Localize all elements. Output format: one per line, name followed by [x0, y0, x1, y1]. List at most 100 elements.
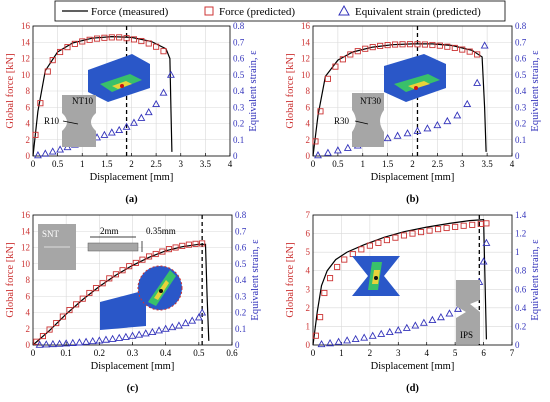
p2-y2tick-label-4: 0.4: [235, 275, 247, 285]
p3-ytick-label-0: 0: [306, 340, 311, 350]
p1-xtick-label-3: 1.5: [382, 159, 394, 169]
p2-y2tick-label-1: 0.1: [235, 324, 246, 334]
p0-xtick-label-1: 0.5: [52, 159, 64, 169]
p0-strain-point-13: [129, 118, 138, 126]
p2-strain-point-22: [181, 318, 190, 327]
p2-strain-point-8: [88, 336, 97, 345]
p2-strain-point-12: [115, 333, 124, 341]
p1-ytick-label-8: 16: [301, 21, 311, 31]
p2-y2tick-label-2: 0.2: [235, 308, 246, 318]
p2-strain-point-5: [68, 338, 77, 346]
p2-force-pred-point-1: [39, 333, 46, 340]
fe-model-c-dot: [159, 289, 163, 293]
p2-force-pred-point-5: [66, 307, 73, 314]
p2-strain-point-9: [95, 336, 104, 344]
p0-force-pred-point-14: [130, 36, 138, 43]
p2-force-pred-point-4: [59, 313, 66, 320]
p0-strain-point-16: [152, 99, 161, 108]
p1-force-pred-point-16: [429, 41, 436, 49]
p0-force-pred-point-16: [145, 40, 152, 47]
p2-y2tick-label-3: 0.3: [235, 291, 247, 301]
p3-ytick-label-2: 2: [306, 303, 311, 313]
p0-y2tick-label-6: 0.6: [233, 54, 245, 64]
p3-x-axis-label: Displacement [mm]: [371, 361, 455, 372]
p1-y2tick-label-2: 0.2: [515, 119, 526, 129]
p0-strain-point-0: [33, 151, 42, 159]
p0-y2tick-label-8: 0.8: [233, 21, 245, 31]
specimen-nt10: [62, 95, 96, 147]
p2-caption: (c): [127, 383, 139, 394]
p3-strain-point-13: [428, 315, 437, 323]
p2-xtick-label-5: 0.5: [193, 348, 205, 358]
p0-ytick-label-1: 2: [26, 135, 31, 145]
p2-strain-point-18: [155, 326, 163, 334]
p1-force-pred-point-2: [324, 75, 331, 82]
p2-force-pred-point-22: [179, 242, 186, 249]
snt-slot: [87, 242, 139, 252]
p0-force-pred-point-0: [32, 131, 39, 138]
p1-y2tick-label-0: 0: [515, 151, 520, 161]
p1-force-pred-point-11: [392, 41, 399, 48]
p1-strain-point-0: [314, 151, 322, 159]
p1-force-pred-point-4: [339, 56, 346, 63]
p2-xtick-label-1: 0.1: [61, 348, 72, 358]
p0-caption: (a): [125, 194, 138, 205]
p1-xtick-label-4: 2: [410, 159, 415, 169]
p2-strain-point-7: [82, 337, 91, 345]
p2-ytick-label-0: 0: [26, 340, 31, 350]
p1-strain-point-13: [443, 116, 452, 125]
p2-strain-point-4: [62, 339, 71, 347]
p1-strain-point-15: [463, 99, 472, 108]
p2-ytick-label-5: 10: [21, 259, 31, 269]
p2-force-pred-point-11: [106, 275, 113, 282]
p0-strain-point-14: [137, 113, 146, 121]
p1-ytick-label-5: 10: [301, 70, 311, 80]
inset-c-label-2mm: 2mm: [100, 226, 119, 236]
p1-ytick-label-3: 6: [306, 102, 311, 112]
p3-xtick-label-4: 4: [424, 348, 429, 358]
p1-force-pred-point-14: [414, 41, 421, 48]
p1-xtick-label-5: 2.5: [432, 159, 444, 169]
fe-model-b-hot: [394, 74, 440, 92]
p0-force-pred-point-8: [86, 36, 93, 43]
p1-y2-axis-label: Equivalent strain, ε: [530, 50, 541, 132]
p1-force-pred-point-8: [369, 44, 376, 51]
p2-ytick-label-6: 12: [21, 243, 30, 253]
p0-force-pred-point-12: [116, 34, 123, 41]
fe-model-b-dot: [414, 86, 418, 90]
p2-force-pred-point-9: [92, 285, 100, 292]
p3-caption: (d): [406, 383, 419, 394]
p3-force-pred-point-2: [321, 289, 328, 297]
p3-force-pred-point-16: [435, 226, 442, 233]
p3-ytick-label-7: 7: [306, 210, 311, 220]
p2-strain-point-3: [55, 339, 64, 347]
inset-b: NT30 R30: [334, 54, 446, 147]
p2-ytick-label-1: 2: [26, 324, 31, 334]
p3-y2-axis-label: Equivalent strain, ε: [530, 239, 541, 321]
p1-force-pred-point-17: [436, 42, 443, 49]
p2-force-pred-point-17: [146, 253, 153, 260]
p0-xtick-label-8: 4: [228, 159, 233, 169]
p2-xtick-label-2: 0.2: [94, 348, 105, 358]
p3-force-pred-point-11: [392, 234, 399, 241]
p1-y2tick-label-7: 0.7: [515, 37, 527, 47]
p1-xtick-label-2: 1: [361, 159, 366, 169]
p1-strain-point-3: [343, 143, 352, 151]
p3-strain-point-0: [317, 339, 326, 348]
p3-y2tick-label-1: 0.2: [515, 321, 526, 331]
p3-force-pred-point-0: [312, 332, 319, 339]
p2-strain-point-21: [174, 321, 183, 329]
p2-strain-point-15: [135, 330, 144, 338]
p1-y2tick-label-5: 0.5: [515, 70, 527, 80]
p3-xtick-label-5: 5: [453, 348, 458, 358]
p3-force-pred-point-19: [460, 222, 467, 229]
p0-strain-point-15: [144, 107, 153, 116]
p1-strain-point-2: [333, 146, 342, 154]
p1-xtick-label-7: 3.5: [482, 159, 494, 169]
inset-a-arrow: [62, 120, 79, 125]
p3-force-pred-point-15: [426, 227, 433, 234]
p3-strain-point-7: [377, 329, 386, 337]
p2-force-pred-point-8: [86, 289, 93, 297]
p0-xtick-label-4: 2: [129, 159, 134, 169]
